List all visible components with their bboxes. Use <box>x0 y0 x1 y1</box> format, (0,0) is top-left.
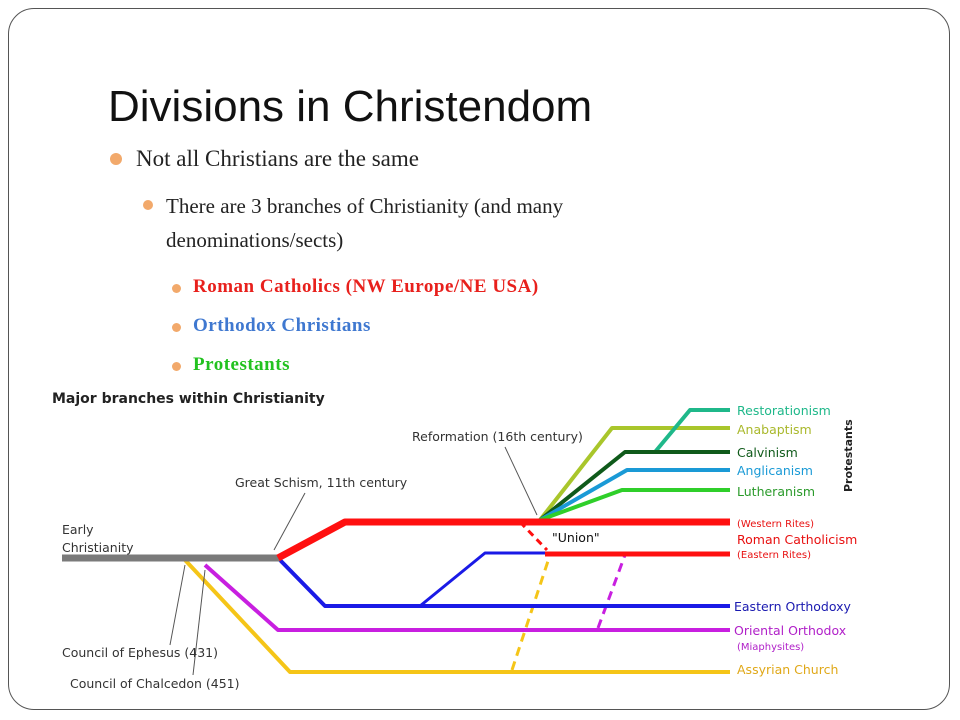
branch-label: (Western Rites) <box>737 519 814 530</box>
branch-label: Eastern Orthodoxy <box>734 599 852 614</box>
bullet-text: Not all Christians are the same <box>136 146 419 171</box>
origin-label: Early <box>62 522 94 537</box>
branch-text: Roman Catholics (NW Europe/NE USA) <box>193 276 539 297</box>
branch-label: Restorationism <box>737 403 831 418</box>
branch-label: Assyrian Church <box>737 662 838 677</box>
restorationism-line <box>653 408 730 454</box>
origin-label: Christianity <box>62 540 134 555</box>
lutheranism-line <box>539 488 730 522</box>
branch-label: Lutheranism <box>737 484 815 499</box>
assyrian-line <box>183 558 730 674</box>
anglicanism-line <box>539 468 730 522</box>
branch-label: Roman Catholicism <box>737 532 857 547</box>
event-label: Great Schism, 11th century <box>235 475 408 490</box>
calvinism-line <box>538 450 730 522</box>
slide-frame <box>8 8 950 710</box>
diagram-lines <box>62 408 730 676</box>
branch-label: Anabaptism <box>737 422 812 437</box>
diagram-title: Major branches within Christianity <box>52 391 325 407</box>
branch-text: Orthodox Christians <box>193 315 371 336</box>
branch-label: (Miaphysites) <box>737 642 804 653</box>
oriental-line <box>203 563 730 632</box>
bullet-text: denominations/sects) <box>166 228 344 252</box>
bullet <box>172 284 181 293</box>
branch-text: Protestants <box>193 354 290 375</box>
event-label: "Union" <box>552 530 600 545</box>
event-label: Council of Chalcedon (451) <box>70 676 239 691</box>
bullet <box>143 200 153 210</box>
orthodox-line <box>276 556 730 608</box>
union-dash <box>510 554 552 671</box>
event-label: Reformation (16th century) <box>412 429 583 444</box>
branch-label: Calvinism <box>737 445 798 460</box>
group-label: Protestants <box>842 419 855 492</box>
branch-label: (Eastern Rites) <box>737 550 811 561</box>
union-dash <box>596 554 627 629</box>
bullet <box>172 323 181 332</box>
pointers <box>169 446 538 676</box>
catholic-line <box>276 518 730 562</box>
orthodox-branch <box>419 551 545 608</box>
bullet <box>172 362 181 371</box>
branch-label: Oriental Orthodox <box>734 623 846 638</box>
branch-label: Anglicanism <box>737 463 813 478</box>
event-label: Council of Ephesus (431) <box>62 645 218 660</box>
bullet <box>110 153 122 165</box>
bullet-text: There are 3 branches of Christianity (an… <box>166 194 564 218</box>
anabaptism-line <box>538 426 730 522</box>
union-dash <box>518 520 549 552</box>
slide-title: Divisions in Christendom <box>108 82 593 131</box>
